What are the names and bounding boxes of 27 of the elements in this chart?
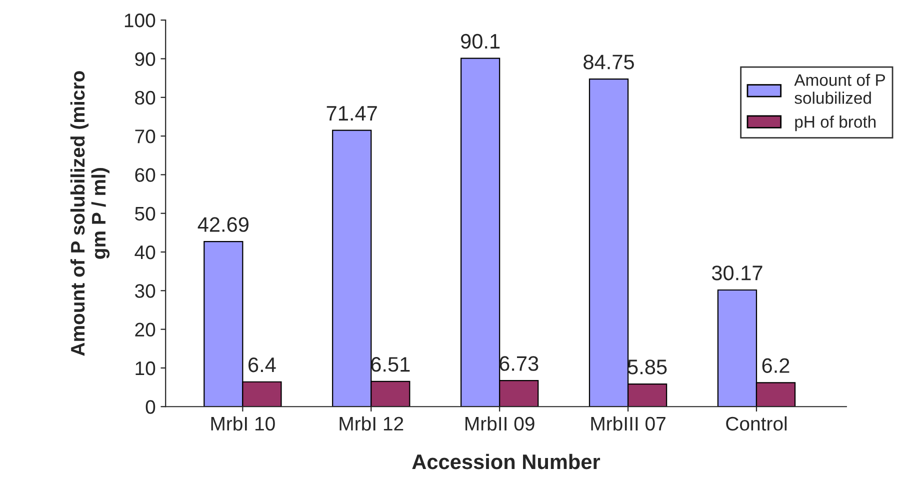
y-tick-label: 10 [136,361,156,376]
x-axis-title: Accession Number [412,454,600,470]
y-tick-label: 80 [135,90,156,105]
x-tick-label: Control [726,416,787,431]
data-label: 30.17 [712,266,762,280]
data-label: 6.2 [762,358,790,373]
x-tick-label: MrbI 12 [340,416,404,431]
data-label: 90.1 [461,34,500,49]
x-tick-label: MrbIII 07 [591,416,666,431]
y-tick-label: 100 [124,14,156,28]
y-tick-label: 90 [135,52,156,66]
y-axis-title: Amount of P solubilized (micro gm P / ml) [70,71,110,356]
legend-label: Amount of P solubilized [794,74,885,104]
data-label: 42.69 [198,217,248,232]
y-tick-label: 30 [134,284,156,298]
y-tick-label: 70 [135,130,156,144]
y-tick-label: 40 [134,245,156,260]
x-tick-label: MrbI 10 [211,416,275,431]
y-tick-label: 50 [135,206,156,221]
legend-label: pH of broth [795,116,876,132]
data-label: 71.47 [326,106,377,120]
data-label: 6.4 [248,357,276,372]
data-label: 84.75 [584,54,634,70]
y-tick-label: 0 [146,400,156,414]
y-tick-label: 60 [135,168,156,182]
x-tick-label: MrbII 09 [466,416,534,431]
y-tick-label: 20 [135,322,156,337]
